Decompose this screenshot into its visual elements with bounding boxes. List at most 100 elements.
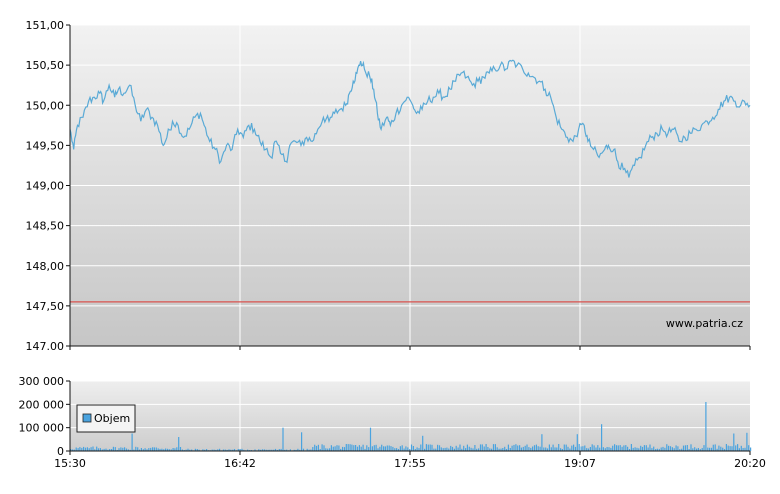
volume-bar: [174, 448, 176, 451]
volume-bar: [474, 445, 476, 451]
x-tick-label: 20:20: [734, 457, 766, 470]
volume-bar: [707, 447, 709, 451]
volume-bar: [131, 433, 133, 451]
volume-bar: [323, 445, 325, 451]
volume-bar: [433, 448, 435, 451]
volume-bar: [118, 448, 120, 451]
volume-bar: [440, 447, 442, 451]
volume-bar: [122, 447, 124, 451]
volume-bar: [511, 445, 513, 451]
volume-bar: [485, 444, 487, 451]
volume-bar: [649, 444, 651, 451]
volume-bar: [144, 448, 146, 451]
volume-bar: [243, 449, 245, 451]
volume-bar: [522, 446, 524, 451]
volume-bar: [578, 444, 580, 451]
volume-bar: [647, 447, 649, 451]
volume-bar: [679, 449, 681, 451]
volume-bar: [90, 447, 92, 451]
volume-bar: [748, 445, 750, 451]
volume-bar: [494, 444, 496, 451]
volume-bar: [317, 444, 319, 451]
volume-y-tick-label: 100 000: [19, 422, 65, 435]
volume-bar: [507, 444, 509, 451]
volume-bar: [737, 444, 739, 451]
volume-bar: [457, 447, 459, 451]
volume-bar: [533, 445, 536, 451]
volume-bar: [254, 449, 256, 451]
volume-bar: [269, 449, 271, 451]
volume-bar: [194, 448, 196, 451]
volume-bar: [302, 448, 305, 451]
volume-bar: [198, 449, 200, 451]
price-y-tick-label: 150,50: [26, 59, 65, 72]
volume-bar: [340, 448, 342, 451]
volume-bar: [397, 449, 400, 451]
volume-bar: [211, 449, 213, 451]
volume-bar: [567, 446, 569, 451]
volume-bar: [301, 432, 303, 451]
volume-bar: [187, 448, 189, 451]
volume-bar: [539, 446, 541, 451]
volume-bar: [420, 444, 422, 451]
price-grid: [70, 24, 750, 346]
volume-bar: [675, 445, 677, 451]
volume-bar: [623, 445, 625, 451]
volume-bar: [355, 445, 357, 451]
volume-bar: [114, 447, 116, 451]
volume-bar: [740, 445, 742, 451]
volume-bar: [604, 448, 606, 451]
volume-bar: [569, 448, 571, 451]
volume-bar: [634, 447, 636, 451]
volume-bar: [228, 449, 230, 451]
volume-bar: [468, 446, 470, 451]
volume-bar: [215, 449, 217, 451]
volume-bar: [181, 449, 183, 451]
volume-bar: [705, 402, 707, 451]
volume-bar: [612, 445, 614, 451]
volume-bar: [742, 448, 744, 451]
volume-bar: [219, 448, 221, 451]
volume-bar: [416, 447, 418, 451]
volume-bar: [392, 446, 394, 451]
volume-bar: [750, 447, 752, 451]
volume-bar: [204, 449, 206, 451]
volume-bar: [422, 435, 424, 451]
volume-bar: [274, 448, 277, 451]
volume-bar: [586, 448, 588, 451]
volume-bar: [722, 447, 724, 451]
volume-bar: [168, 449, 170, 451]
legend-label: Objem: [94, 412, 130, 425]
volume-bar: [191, 449, 193, 451]
volume-bar: [101, 449, 103, 451]
volume-bar: [120, 447, 122, 451]
volume-bar: [641, 446, 644, 451]
volume-bar: [537, 446, 539, 451]
volume-bar: [112, 446, 114, 451]
volume-bar: [446, 447, 448, 451]
volume-bar: [703, 445, 705, 451]
volume-bar: [560, 448, 562, 451]
volume-bar: [478, 448, 480, 451]
volume-bar: [289, 449, 291, 451]
volume-bar: [442, 448, 444, 451]
x-tick-label: 17:55: [394, 457, 426, 470]
volume-bar: [515, 444, 517, 451]
volume-bar: [489, 448, 491, 451]
volume-bar: [530, 447, 532, 451]
volume-bar: [465, 448, 467, 451]
volume-bar: [124, 447, 126, 451]
volume-bar: [79, 447, 81, 451]
volume-bar: [694, 447, 696, 451]
volume-bar: [196, 449, 198, 451]
volume-bar: [714, 444, 716, 451]
volume-bar: [582, 446, 584, 451]
volume-bar: [336, 445, 338, 451]
volume-bar: [135, 446, 137, 451]
volume-bar: [297, 448, 299, 451]
volume-bar: [418, 448, 420, 451]
volume-bar: [284, 449, 286, 451]
volume-bar: [390, 446, 392, 451]
volume-bar: [260, 449, 262, 451]
volume-bar: [224, 449, 226, 451]
